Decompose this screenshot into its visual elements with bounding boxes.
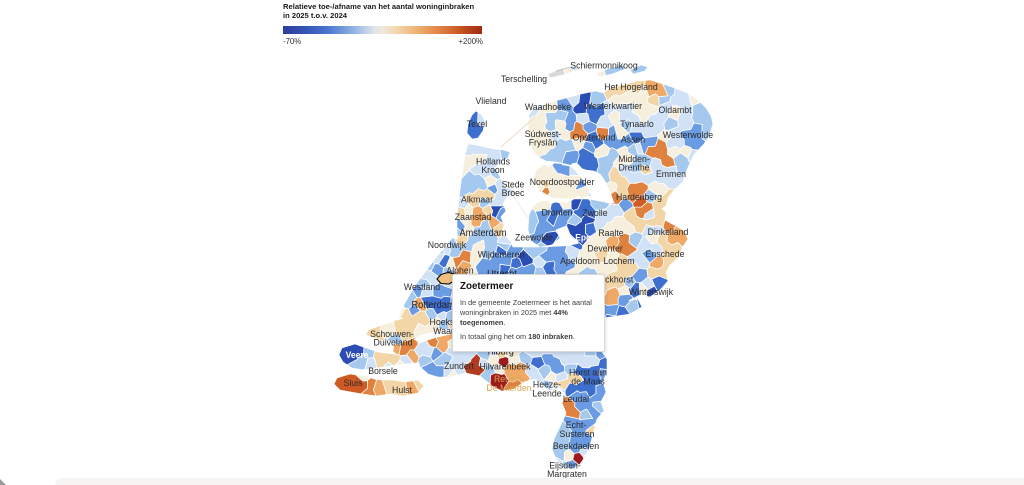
svg-text:Noordwijk: Noordwijk <box>428 240 467 250</box>
svg-text:Schouwen-: Schouwen- <box>370 329 414 339</box>
svg-text:Amsterdam: Amsterdam <box>460 228 507 239</box>
svg-text:Sluis: Sluis <box>344 378 363 388</box>
svg-text:Beekdaelen: Beekdaelen <box>553 441 599 451</box>
svg-text:Kroon: Kroon <box>481 165 504 175</box>
svg-text:Tilburg: Tilburg <box>486 347 514 358</box>
svg-text:Westerkwartier: Westerkwartier <box>584 101 642 111</box>
svg-text:Bronckhorst: Bronckhorst <box>587 275 634 285</box>
svg-text:Schiermonnikoog: Schiermonnikoog <box>570 61 638 71</box>
svg-text:Zeewolde: Zeewolde <box>515 233 553 243</box>
svg-text:Texel: Texel <box>467 119 487 129</box>
svg-text:Apeldoorn: Apeldoorn <box>560 256 600 266</box>
svg-text:Vlieland: Vlieland <box>475 96 506 106</box>
svg-text:Echt-: Echt- <box>566 420 586 430</box>
svg-text:Hoeksche: Hoeksche <box>430 317 469 327</box>
svg-text:Wijdemeren: Wijdemeren <box>478 250 525 260</box>
svg-text:Fryslân: Fryslân <box>529 138 558 148</box>
svg-text:Hulst: Hulst <box>392 385 412 395</box>
svg-text:Emmen: Emmen <box>656 169 686 179</box>
svg-text:Tynaarlo: Tynaarlo <box>620 119 654 129</box>
svg-text:Midden-: Midden- <box>618 154 650 164</box>
svg-text:Horst aan: Horst aan <box>569 368 607 378</box>
svg-text:Epe: Epe <box>575 233 591 243</box>
svg-text:Westerwolde: Westerwolde <box>663 130 713 140</box>
svg-text:Zundert: Zundert <box>444 361 474 371</box>
svg-text:Deventer: Deventer <box>587 244 623 254</box>
svg-text:Borsele: Borsele <box>368 366 398 376</box>
svg-text:Alphen: Alphen <box>446 266 473 276</box>
svg-text:Enschede: Enschede <box>646 249 685 259</box>
svg-text:Zwolle: Zwolle <box>582 208 607 218</box>
svg-text:Dronten: Dronten <box>541 208 572 218</box>
svg-text:de Maas: de Maas <box>571 377 605 387</box>
svg-text:Terschelling: Terschelling <box>501 74 547 84</box>
svg-text:Zaanstad: Zaanstad <box>455 212 491 222</box>
svg-text:Hollands: Hollands <box>476 157 510 167</box>
svg-text:Hilvarenbeek: Hilvarenbeek <box>480 361 531 371</box>
svg-text:Broec: Broec <box>502 188 525 198</box>
svg-text:Leudal: Leudal <box>563 394 589 404</box>
svg-text:Súdwest-: Súdwest- <box>525 129 561 139</box>
svg-text:Het Hogeland: Het Hogeland <box>604 82 657 92</box>
svg-text:Waard: Waard <box>433 326 458 336</box>
svg-text:Waadhoeke: Waadhoeke <box>525 102 571 112</box>
svg-text:Hardenberg: Hardenberg <box>616 192 662 202</box>
svg-text:Winterswijk: Winterswijk <box>629 287 674 297</box>
svg-text:Opsterland: Opsterland <box>573 133 616 143</box>
svg-text:Westland: Westland <box>404 282 440 292</box>
svg-text:Noordoostpolder: Noordoostpolder <box>530 177 595 187</box>
svg-text:Assen: Assen <box>621 135 645 145</box>
svg-text:Duiveland: Duiveland <box>374 338 413 348</box>
svg-text:Raalte: Raalte <box>598 228 623 238</box>
svg-text:Lochem: Lochem <box>603 256 634 266</box>
svg-text:Veere: Veere <box>346 350 369 360</box>
svg-text:Reusel-: Reusel- <box>494 374 524 384</box>
svg-text:Heeze-: Heeze- <box>533 380 561 390</box>
svg-text:Dinkelland: Dinkelland <box>648 227 689 237</box>
svg-text:Margraten: Margraten <box>547 469 587 479</box>
svg-text:Leende: Leende <box>532 389 561 399</box>
svg-text:Alkmaar: Alkmaar <box>461 195 493 205</box>
svg-text:Rotterdam: Rotterdam <box>412 300 455 311</box>
svg-text:Susteren: Susteren <box>560 429 595 439</box>
svg-text:Eijsden-: Eijsden- <box>549 461 581 471</box>
svg-text:De Mierden: De Mierden <box>486 383 531 393</box>
svg-text:Stede: Stede <box>502 180 525 190</box>
svg-text:Drenthe: Drenthe <box>618 163 649 173</box>
svg-text:Oldambt: Oldambt <box>659 105 692 115</box>
